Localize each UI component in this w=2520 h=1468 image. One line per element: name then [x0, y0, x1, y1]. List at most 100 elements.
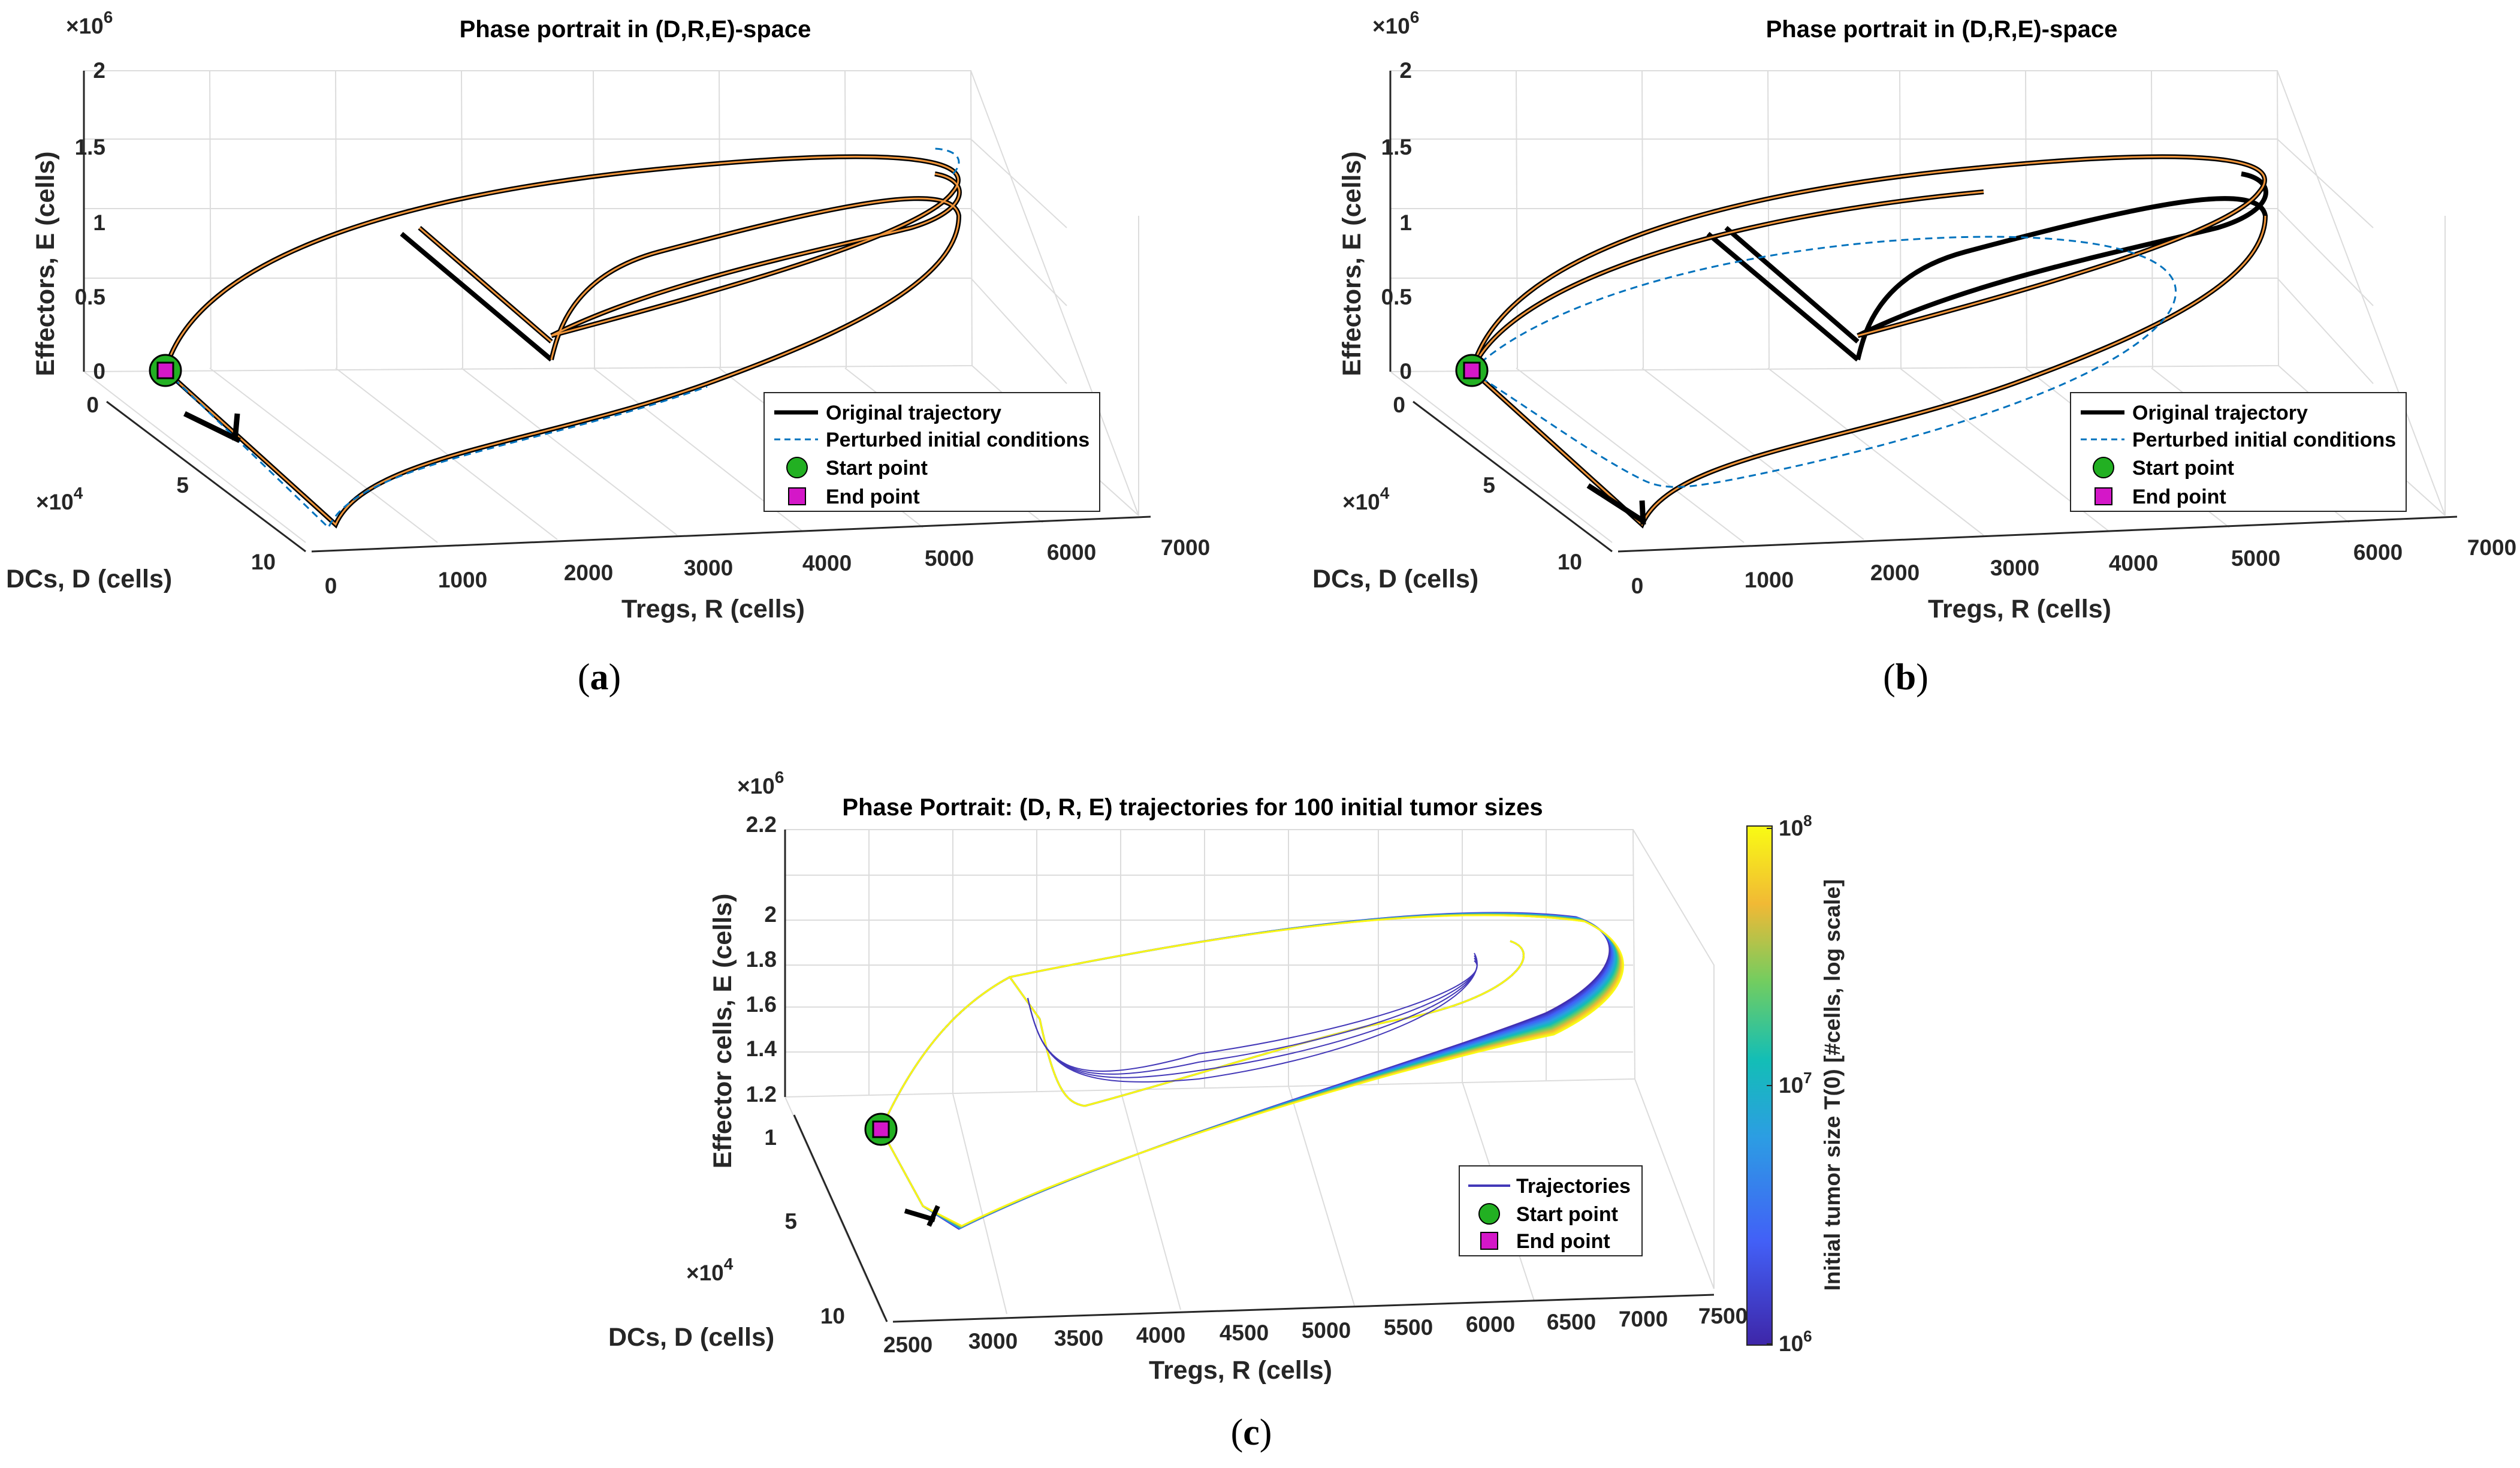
panel-a-zlabel: Effectors, E (cells)	[31, 151, 60, 376]
panel-c-xtick: 4000	[1136, 1323, 1185, 1348]
panel-b-ytick: 0	[1393, 393, 1405, 417]
panel-a-xtick: 3000	[684, 556, 733, 580]
panel-c-y-exponent: ×104	[686, 1255, 734, 1285]
panel-b-grid	[1390, 70, 2446, 543]
panel-c-ztick: 1.8	[746, 947, 777, 972]
panel-b-ztick: 1	[1399, 210, 1412, 235]
panel-c-colorbar-tick: 106	[1779, 1327, 1812, 1356]
panel-a-xtick: 7000	[1161, 535, 1210, 560]
panel-c-xlabel: Tregs, R (cells)	[1149, 1356, 1332, 1385]
panel-c-colorbar-label: Initial tumor size T(0) [#cells, log sca…	[1820, 879, 1845, 1291]
panel-c-trajectories	[880, 912, 1624, 1230]
panel-c-ztick: 1	[764, 1125, 777, 1150]
panel-c-xtick: 5000	[1302, 1318, 1351, 1343]
trajectory-line	[1027, 955, 1478, 1078]
panel-c-caption: (c)	[1231, 1412, 1272, 1453]
panel-a-z-exponent: ×106	[66, 8, 113, 38]
panel-a: Phase portrait in (D,R,E)-space 0 0.5 1 …	[6, 8, 1210, 698]
panel-c-legend-item: Start point	[1516, 1203, 1618, 1226]
panel-b-xtick: 4000	[2109, 551, 2158, 575]
panel-b-xtick: 1000	[1745, 568, 1794, 592]
trajectory-line	[1027, 960, 1478, 1072]
panel-c-xtick: 4500	[1220, 1321, 1269, 1345]
panel-a-ztick: 0.5	[75, 285, 105, 309]
panel-b-legend-item: Original trajectory	[2132, 402, 2308, 424]
panel-a-ytick: 10	[251, 550, 276, 574]
panel-b-xtick: 0	[1631, 574, 1644, 598]
panel-a-ztick: 2	[93, 58, 105, 83]
panel-c-end-point	[872, 1120, 890, 1138]
panel-a-xtick: 1000	[438, 568, 487, 592]
panel-c-xtick: 3500	[1054, 1326, 1103, 1351]
panel-c-black-marker	[904, 1205, 940, 1227]
panel-c: Phase Portrait: (D, R, E) trajectories f…	[608, 768, 1845, 1453]
panel-b-ytick: 10	[1558, 550, 1582, 574]
panel-b-ztick: 0	[1399, 359, 1412, 384]
panel-b-ztick: 1.5	[1381, 135, 1412, 159]
panel-b-y-exponent: ×104	[1342, 484, 1390, 514]
panel-c-xtick: 7500	[1698, 1304, 1748, 1328]
panel-a-black-marker	[183, 411, 241, 444]
panel-c-xtick: 6000	[1466, 1312, 1515, 1337]
panel-b-zlabel: Effectors, E (cells)	[1338, 151, 1366, 376]
panel-b-z-exponent: ×106	[1372, 8, 1419, 38]
panel-c-xtick: 7000	[1619, 1307, 1668, 1331]
panel-b: Phase portrait in (D,R,E)-space 0 0.5 1 …	[1312, 8, 2516, 698]
panel-b-xtick: 3000	[1990, 556, 2039, 580]
panel-c-xtick: 6500	[1547, 1310, 1596, 1334]
panel-c-z-exponent: ×106	[737, 768, 784, 798]
panel-a-legend-item: End point	[826, 486, 920, 508]
panel-c-ytick: 5	[784, 1209, 797, 1234]
panel-a-caption: (a)	[578, 657, 621, 698]
panel-a-xtick: 0	[325, 574, 337, 598]
panel-c-ztick: 1.2	[746, 1082, 777, 1107]
panel-b-legend-item: Start point	[2132, 457, 2234, 480]
panel-c-xtick: 2500	[883, 1333, 932, 1357]
panel-a-ztick: 0	[93, 359, 105, 384]
panel-a-title: Phase portrait in (D,R,E)-space	[460, 16, 811, 43]
panel-b-trajectories	[1469, 154, 2268, 529]
panel-b-perturbed-trajectory	[1471, 236, 2177, 488]
panel-a-xtick: 5000	[925, 546, 974, 571]
panel-a-ylabel: DCs, D (cells)	[6, 565, 172, 593]
panel-c-legend-item: Trajectories	[1516, 1175, 1631, 1198]
panel-b-xlabel: Tregs, R (cells)	[1928, 595, 2111, 623]
panel-c-ztick: 2	[764, 902, 777, 927]
panel-c-colorbar: 108 107 106 Initial tumor size T(0) [#ce…	[1746, 812, 1845, 1356]
panel-b-ztick: 0.5	[1381, 285, 1412, 309]
panel-a-ztick: 1.5	[75, 135, 105, 159]
panel-a-ztick: 1	[93, 210, 105, 235]
panel-a-legend-item: Original trajectory	[826, 402, 1001, 424]
panel-a-perturbed-trajectory	[164, 147, 960, 529]
panel-a-ytick: 0	[86, 393, 99, 417]
panel-b-legend: Original trajectory Perturbed initial co…	[2070, 392, 2407, 512]
panel-a-y-exponent: ×104	[36, 484, 83, 514]
panel-b-ylabel: DCs, D (cells)	[1312, 565, 1478, 593]
panel-b-axes	[1389, 71, 2458, 553]
panel-c-legend-item: End point	[1516, 1230, 1610, 1253]
panel-c-xtick: 5500	[1384, 1315, 1433, 1340]
panel-b-xtick: 2000	[1870, 560, 1920, 585]
panel-b-xtick: 5000	[2231, 546, 2280, 571]
panel-c-ztick: 1.6	[746, 992, 777, 1017]
panel-a-legend-item: Start point	[826, 457, 928, 480]
panel-a-axes	[83, 71, 1151, 553]
panel-a-legend: Original trajectory Perturbed initial co…	[763, 392, 1100, 512]
panel-c-ztick: 2.2	[746, 812, 777, 837]
panel-c-zlabel: Effector cells, E (cells)	[708, 894, 737, 1169]
panel-a-orange-overlay	[164, 155, 961, 526]
panel-c-colorbar-tick: 107	[1779, 1069, 1812, 1098]
panel-b-black-marker	[1586, 483, 1646, 525]
panel-b-orange-overlay	[1471, 155, 2267, 526]
panel-b-legend-item: End point	[2132, 486, 2226, 508]
trajectory-line	[880, 915, 1624, 1226]
panel-c-xtick: 3000	[968, 1329, 1018, 1354]
panel-a-xtick: 2000	[564, 560, 613, 585]
panel-a-end-point	[156, 361, 174, 379]
panel-a-legend-item: Perturbed initial conditions	[826, 429, 1090, 451]
panel-b-ztick: 2	[1399, 58, 1412, 83]
panel-a-xtick: 4000	[802, 551, 852, 575]
panel-c-colorbar-tick: 108	[1779, 812, 1812, 840]
panel-b-xtick: 6000	[2353, 540, 2403, 565]
panel-c-ylabel: DCs, D (cells)	[608, 1323, 774, 1352]
